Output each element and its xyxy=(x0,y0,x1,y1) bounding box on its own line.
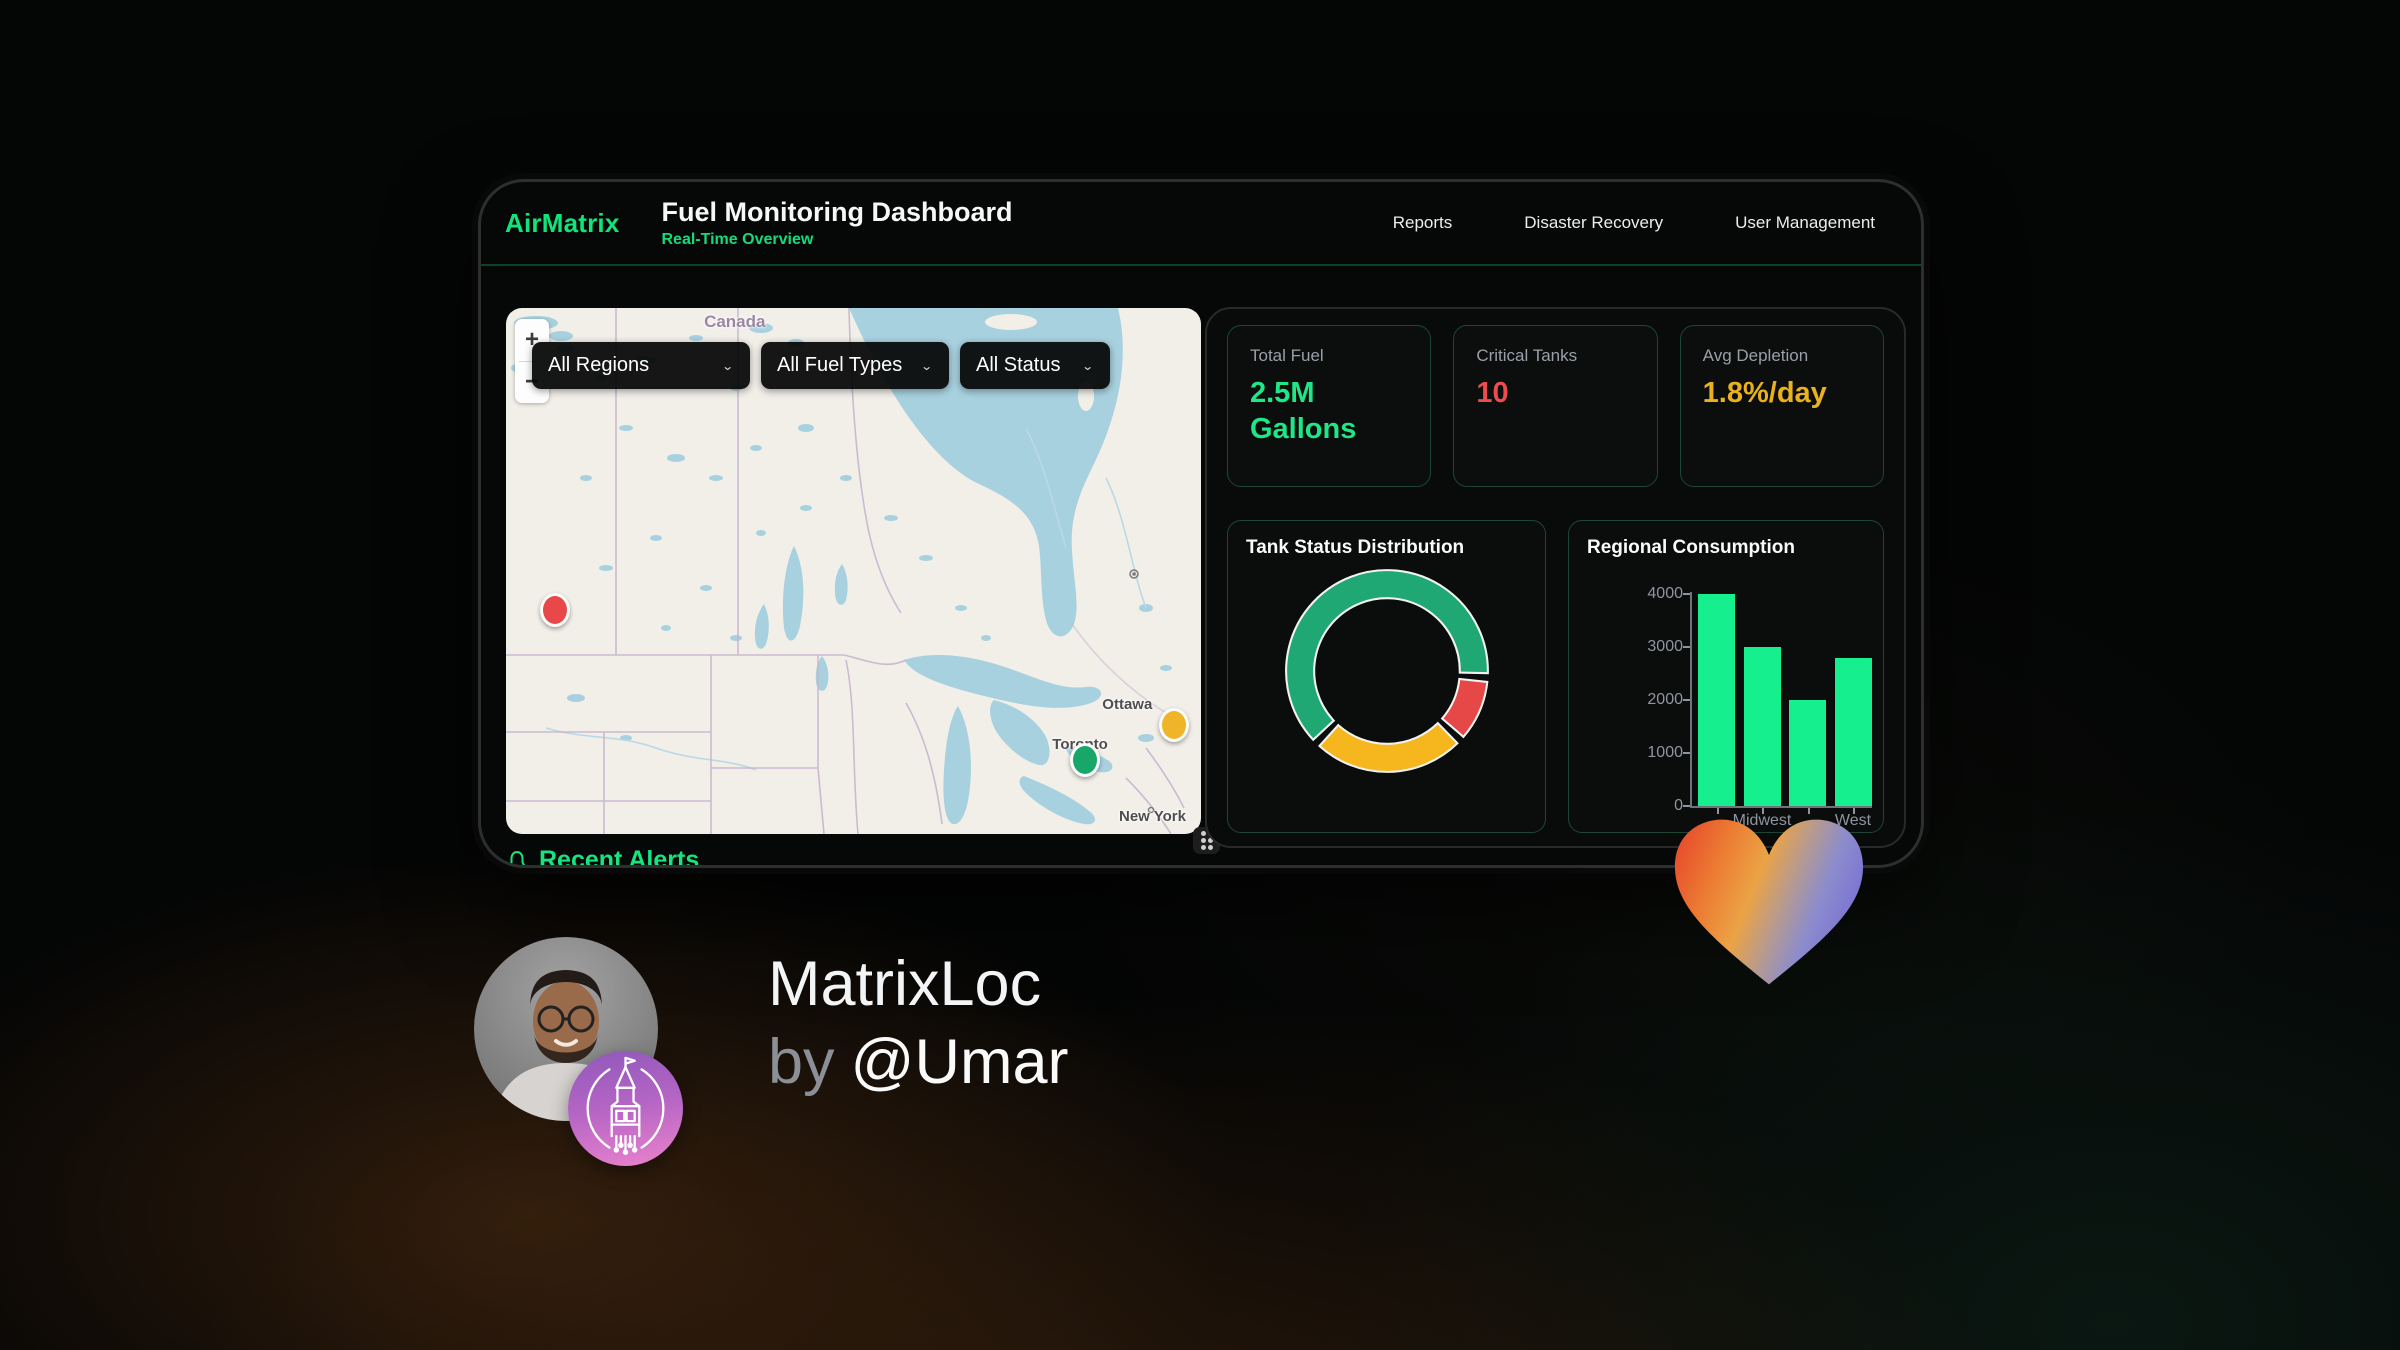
lake-huron xyxy=(990,700,1050,766)
region-filter-value: All Regions xyxy=(548,354,650,376)
tank-marker-critical[interactable] xyxy=(539,593,570,628)
x-axis-tick-label: Midwest xyxy=(1732,812,1792,829)
status-filter-dropdown[interactable]: All Status ⌄ xyxy=(960,342,1110,389)
y-axis-tick xyxy=(1683,593,1690,595)
chevron-down-icon: ⌄ xyxy=(721,359,734,373)
chart-title: Regional Consumption xyxy=(1587,537,1795,558)
x-axis-tick xyxy=(1716,808,1719,814)
tank-status-chart-card: Tank Status Distribution xyxy=(1227,520,1546,833)
y-axis-tick-label: 1000 xyxy=(1647,744,1683,761)
donut-segment-green xyxy=(1284,569,1489,742)
map-label-ottawa: Ottawa xyxy=(1102,696,1153,714)
header-bar: AirMatrix Fuel Monitoring Dashboard Real… xyxy=(481,182,1921,266)
map-label-canada: Canada xyxy=(704,312,766,332)
regional-consumption-chart-card: Regional Consumption 0 1000 2000 3000 4000 Mi… xyxy=(1568,520,1884,833)
chevron-down-icon: ⌄ xyxy=(1081,359,1094,373)
heart-icon xyxy=(1674,819,1864,985)
tank-marker-normal[interactable] xyxy=(1069,742,1100,777)
recent-alerts-heading: Recent Alerts xyxy=(505,846,700,868)
stat-card-avg-depletion: Avg Depletion 1.8%/​day xyxy=(1679,325,1884,487)
app-logo: AirMatrix xyxy=(505,207,620,238)
page-title-block: Fuel Monitoring Dashboard Real-Time Over… xyxy=(662,197,1013,249)
y-axis-line xyxy=(1690,592,1692,808)
donut-segment-yellow xyxy=(1317,721,1459,773)
tank-status-donut-chart xyxy=(1284,569,1489,773)
fuel-type-filter-dropdown[interactable]: All Fuel Types ⌄ xyxy=(761,342,949,389)
stat-label: Critical Tanks xyxy=(1476,346,1578,365)
page-subtitle: Real-Time Overview xyxy=(661,231,814,248)
x-axis-tick xyxy=(1762,808,1764,814)
region-filter-dropdown[interactable]: All Regions ⌄ xyxy=(532,342,750,389)
widgets-panel: Total Fuel 2.5M Gallons Critical Tanks 1… xyxy=(1205,307,1906,848)
project-byline: by @Umar xyxy=(768,1026,1069,1098)
nav-reports[interactable]: Reports xyxy=(1392,213,1453,232)
stat-card-critical-tanks: Critical Tanks 10 xyxy=(1453,325,1658,487)
tank-marker-warning[interactable] xyxy=(1158,708,1189,743)
bar xyxy=(1743,647,1781,806)
project-name: MatrixLoc xyxy=(768,949,1042,1019)
stat-label: Avg Depletion xyxy=(1702,346,1809,365)
stat-value: 1.8%/​day xyxy=(1702,377,1827,409)
hudson-bay xyxy=(849,308,1123,637)
charts-row: Tank Status Distribution Regional Consum… xyxy=(1227,520,1884,833)
chevron-down-icon: ⌄ xyxy=(920,359,933,373)
x-axis-line xyxy=(1690,806,1872,808)
y-axis-tick xyxy=(1683,646,1690,648)
nav-disaster-recovery[interactable]: Disaster Recovery xyxy=(1524,213,1664,232)
lake-erie xyxy=(1019,776,1096,825)
stat-label: Total Fuel xyxy=(1250,346,1324,365)
filter-bar: All Regions ⌄ All Fuel Types ⌄ All Statu… xyxy=(532,342,1110,389)
newyork-town-icon xyxy=(1147,806,1155,814)
bar xyxy=(1698,594,1735,806)
y-axis-tick xyxy=(1683,805,1690,807)
clock-tower-badge xyxy=(568,1051,683,1166)
x-axis-tick xyxy=(1807,808,1810,814)
x-axis-tick xyxy=(1853,808,1855,814)
y-axis-tick-label: 4000 xyxy=(1647,585,1683,602)
stat-value: 10 xyxy=(1476,377,1509,409)
x-axis-tick-label: West xyxy=(1834,812,1872,829)
bell-icon xyxy=(508,850,526,865)
y-axis-tick-label: 0 xyxy=(1674,797,1683,814)
fuel-filter-value: All Fuel Types xyxy=(777,354,903,376)
stat-value: 2.5M Gallons xyxy=(1250,377,1357,446)
status-filter-value: All Status xyxy=(976,354,1061,376)
map-panel[interactable]: Canada Ottawa Toronto New York + − All R… xyxy=(506,308,1201,834)
byline-prefix: by xyxy=(768,1027,835,1097)
bar xyxy=(1789,700,1826,806)
lake-michigan xyxy=(943,706,971,825)
y-axis-tick xyxy=(1683,752,1690,754)
stat-card-total-fuel: Total Fuel 2.5M Gallons xyxy=(1227,325,1432,487)
donut-segment-red xyxy=(1440,677,1488,739)
y-axis-tick-label: 2000 xyxy=(1647,691,1683,708)
regional-consumption-bar-chart: 0 1000 2000 3000 4000 Midwest West xyxy=(1569,521,1883,832)
chart-title: Tank Status Distribution xyxy=(1246,537,1465,558)
stats-row: Total Fuel 2.5M Gallons Critical Tanks 1… xyxy=(1227,325,1884,487)
map-label-newyork: New York xyxy=(1118,807,1186,825)
author-handle: @Umar xyxy=(850,1027,1069,1097)
main-nav: Reports Disaster Recovery User Managemen… xyxy=(1393,213,1875,233)
clock-tower-icon xyxy=(586,1056,665,1155)
bar xyxy=(1834,657,1872,806)
y-axis-tick-label: 3000 xyxy=(1647,638,1683,655)
page-title: Fuel Monitoring Dashboard xyxy=(661,197,1013,227)
y-axis-tick xyxy=(1683,699,1690,701)
nav-user-management[interactable]: User Management xyxy=(1735,213,1875,232)
ottawa-town-icon xyxy=(1129,569,1139,579)
recent-alerts-label: Recent Alerts xyxy=(539,846,700,868)
lake-winnipeg xyxy=(782,546,804,641)
lake-superior xyxy=(904,654,1102,708)
dashboard-window: AirMatrix Fuel Monitoring Dashboard Real… xyxy=(478,179,1924,868)
